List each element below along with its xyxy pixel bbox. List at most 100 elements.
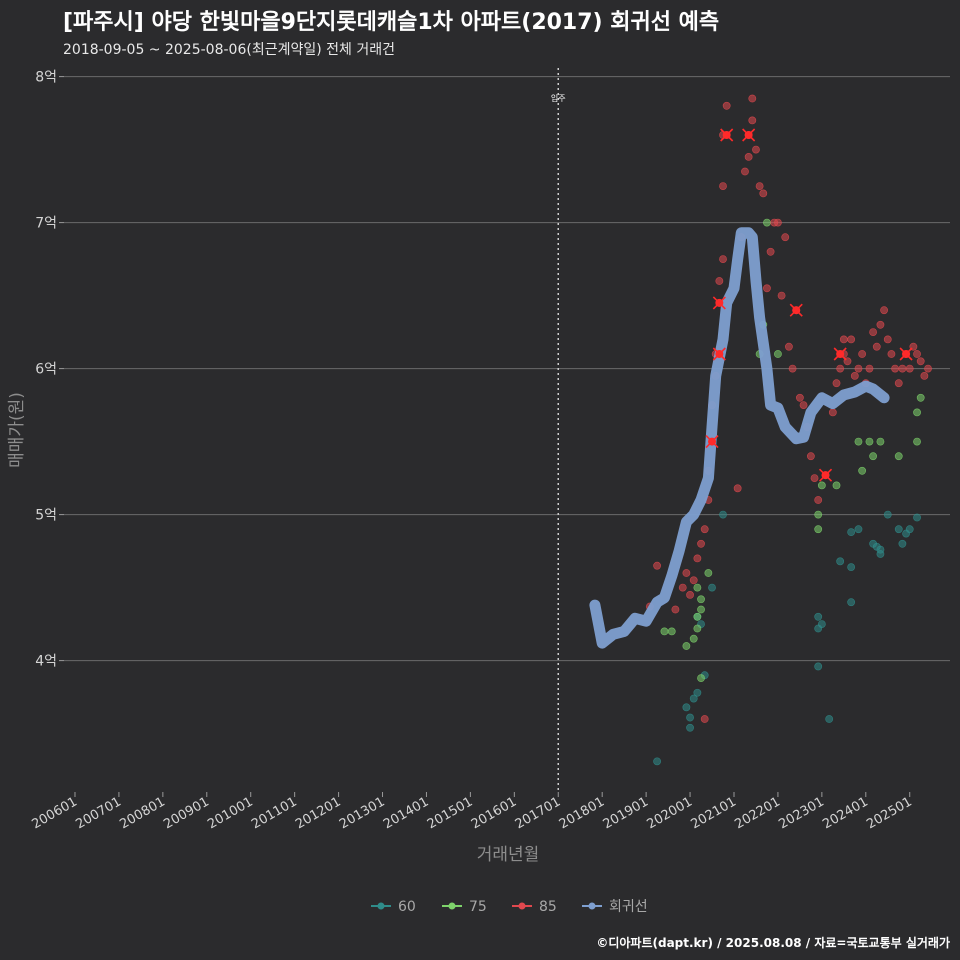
- caption: ©디아파트(dapt.kr) / 2025.08.08 / 자료=국토교통부 실…: [596, 935, 950, 950]
- point-85: [682, 569, 691, 577]
- point-60: [854, 525, 863, 534]
- point-60: [814, 662, 823, 671]
- point-75: [814, 510, 823, 519]
- highlight-cross: [705, 435, 719, 449]
- point-85: [869, 328, 878, 336]
- point-75: [876, 437, 885, 446]
- point-60: [708, 583, 716, 592]
- point-60: [693, 688, 702, 697]
- point-60: [814, 612, 823, 621]
- point-75: [660, 627, 669, 636]
- point-75: [697, 674, 705, 683]
- point-75: [814, 525, 823, 534]
- grid: [64, 76, 950, 662]
- point-75: [704, 569, 713, 577]
- point-85: [781, 233, 790, 242]
- highlight-marker: [742, 128, 756, 142]
- point-85: [752, 145, 760, 154]
- point-85: [839, 335, 848, 344]
- x-axis-label: 거래년월: [477, 845, 540, 865]
- highlight-cross: [712, 296, 726, 310]
- point-85: [905, 364, 914, 373]
- move-in-line: 입주: [551, 68, 566, 792]
- point-60: [913, 513, 921, 522]
- point-75: [693, 624, 702, 633]
- point-85: [719, 182, 727, 190]
- point-85: [858, 350, 867, 358]
- regression-line: [589, 227, 890, 649]
- point-60: [836, 557, 845, 566]
- point-85: [744, 152, 753, 161]
- point-85: [678, 583, 687, 592]
- point-60: [689, 694, 698, 703]
- highlight-cross: [899, 347, 913, 361]
- point-60: [682, 703, 691, 712]
- point-85: [741, 167, 749, 176]
- point-85: [898, 364, 907, 373]
- point-85: [748, 116, 757, 125]
- highlight-marker: [789, 303, 803, 317]
- point-85: [733, 484, 742, 493]
- point-60: [876, 545, 885, 554]
- point-75: [858, 466, 867, 475]
- point-75: [697, 605, 705, 614]
- legend-item-75: 75: [442, 899, 487, 915]
- point-85: [913, 350, 921, 358]
- highlight-markers: [705, 128, 913, 482]
- highlight-marker: [899, 347, 913, 361]
- point-75: [894, 452, 903, 461]
- point-75: [817, 481, 826, 490]
- highlight-cross: [833, 347, 847, 361]
- point-75: [763, 218, 771, 227]
- point-85: [850, 371, 859, 380]
- point-85: [759, 189, 768, 198]
- highlight-cross: [742, 128, 756, 142]
- point-85: [700, 715, 709, 723]
- point-60: [883, 510, 892, 519]
- legend: 60 75 85 회귀선: [371, 899, 648, 915]
- point-60: [719, 510, 727, 519]
- legend-key-dot: [377, 902, 385, 910]
- point-75: [832, 481, 841, 490]
- point-75: [693, 583, 702, 592]
- point-85: [693, 554, 702, 563]
- legend-key-dot: [518, 902, 526, 910]
- point-75: [774, 350, 782, 358]
- legend-label: 85: [539, 899, 557, 915]
- y-tick-label: 4억: [35, 654, 57, 670]
- point-85: [686, 591, 694, 599]
- point-85: [774, 218, 782, 227]
- point-60: [847, 528, 856, 537]
- highlight-marker: [818, 468, 833, 482]
- move-in-label: 입주: [551, 94, 566, 103]
- point-75: [689, 634, 698, 643]
- legend-item-60: 60: [371, 899, 416, 915]
- point-75: [667, 627, 676, 636]
- point-85: [689, 576, 698, 585]
- point-85: [719, 255, 727, 263]
- point-85: [777, 291, 786, 300]
- point-60: [653, 757, 662, 766]
- point-85: [883, 335, 892, 344]
- highlight-cross: [720, 128, 734, 142]
- highlight-cross: [818, 468, 833, 482]
- point-85: [806, 452, 815, 461]
- highlight-marker: [705, 435, 719, 449]
- regression-line-group: [589, 227, 890, 649]
- point-85: [924, 364, 932, 373]
- point-85: [653, 561, 662, 570]
- highlight-cross: [712, 347, 726, 361]
- point-85: [763, 284, 771, 293]
- point-85: [700, 525, 709, 534]
- highlight-marker: [712, 347, 726, 361]
- point-85: [894, 379, 903, 388]
- point-85: [671, 605, 680, 614]
- point-85: [828, 408, 837, 417]
- highlight-marker: [712, 296, 726, 310]
- point-75: [913, 408, 921, 417]
- point-60: [686, 723, 694, 732]
- highlight-cross: [789, 303, 803, 317]
- point-85: [814, 496, 823, 504]
- point-60: [817, 620, 826, 628]
